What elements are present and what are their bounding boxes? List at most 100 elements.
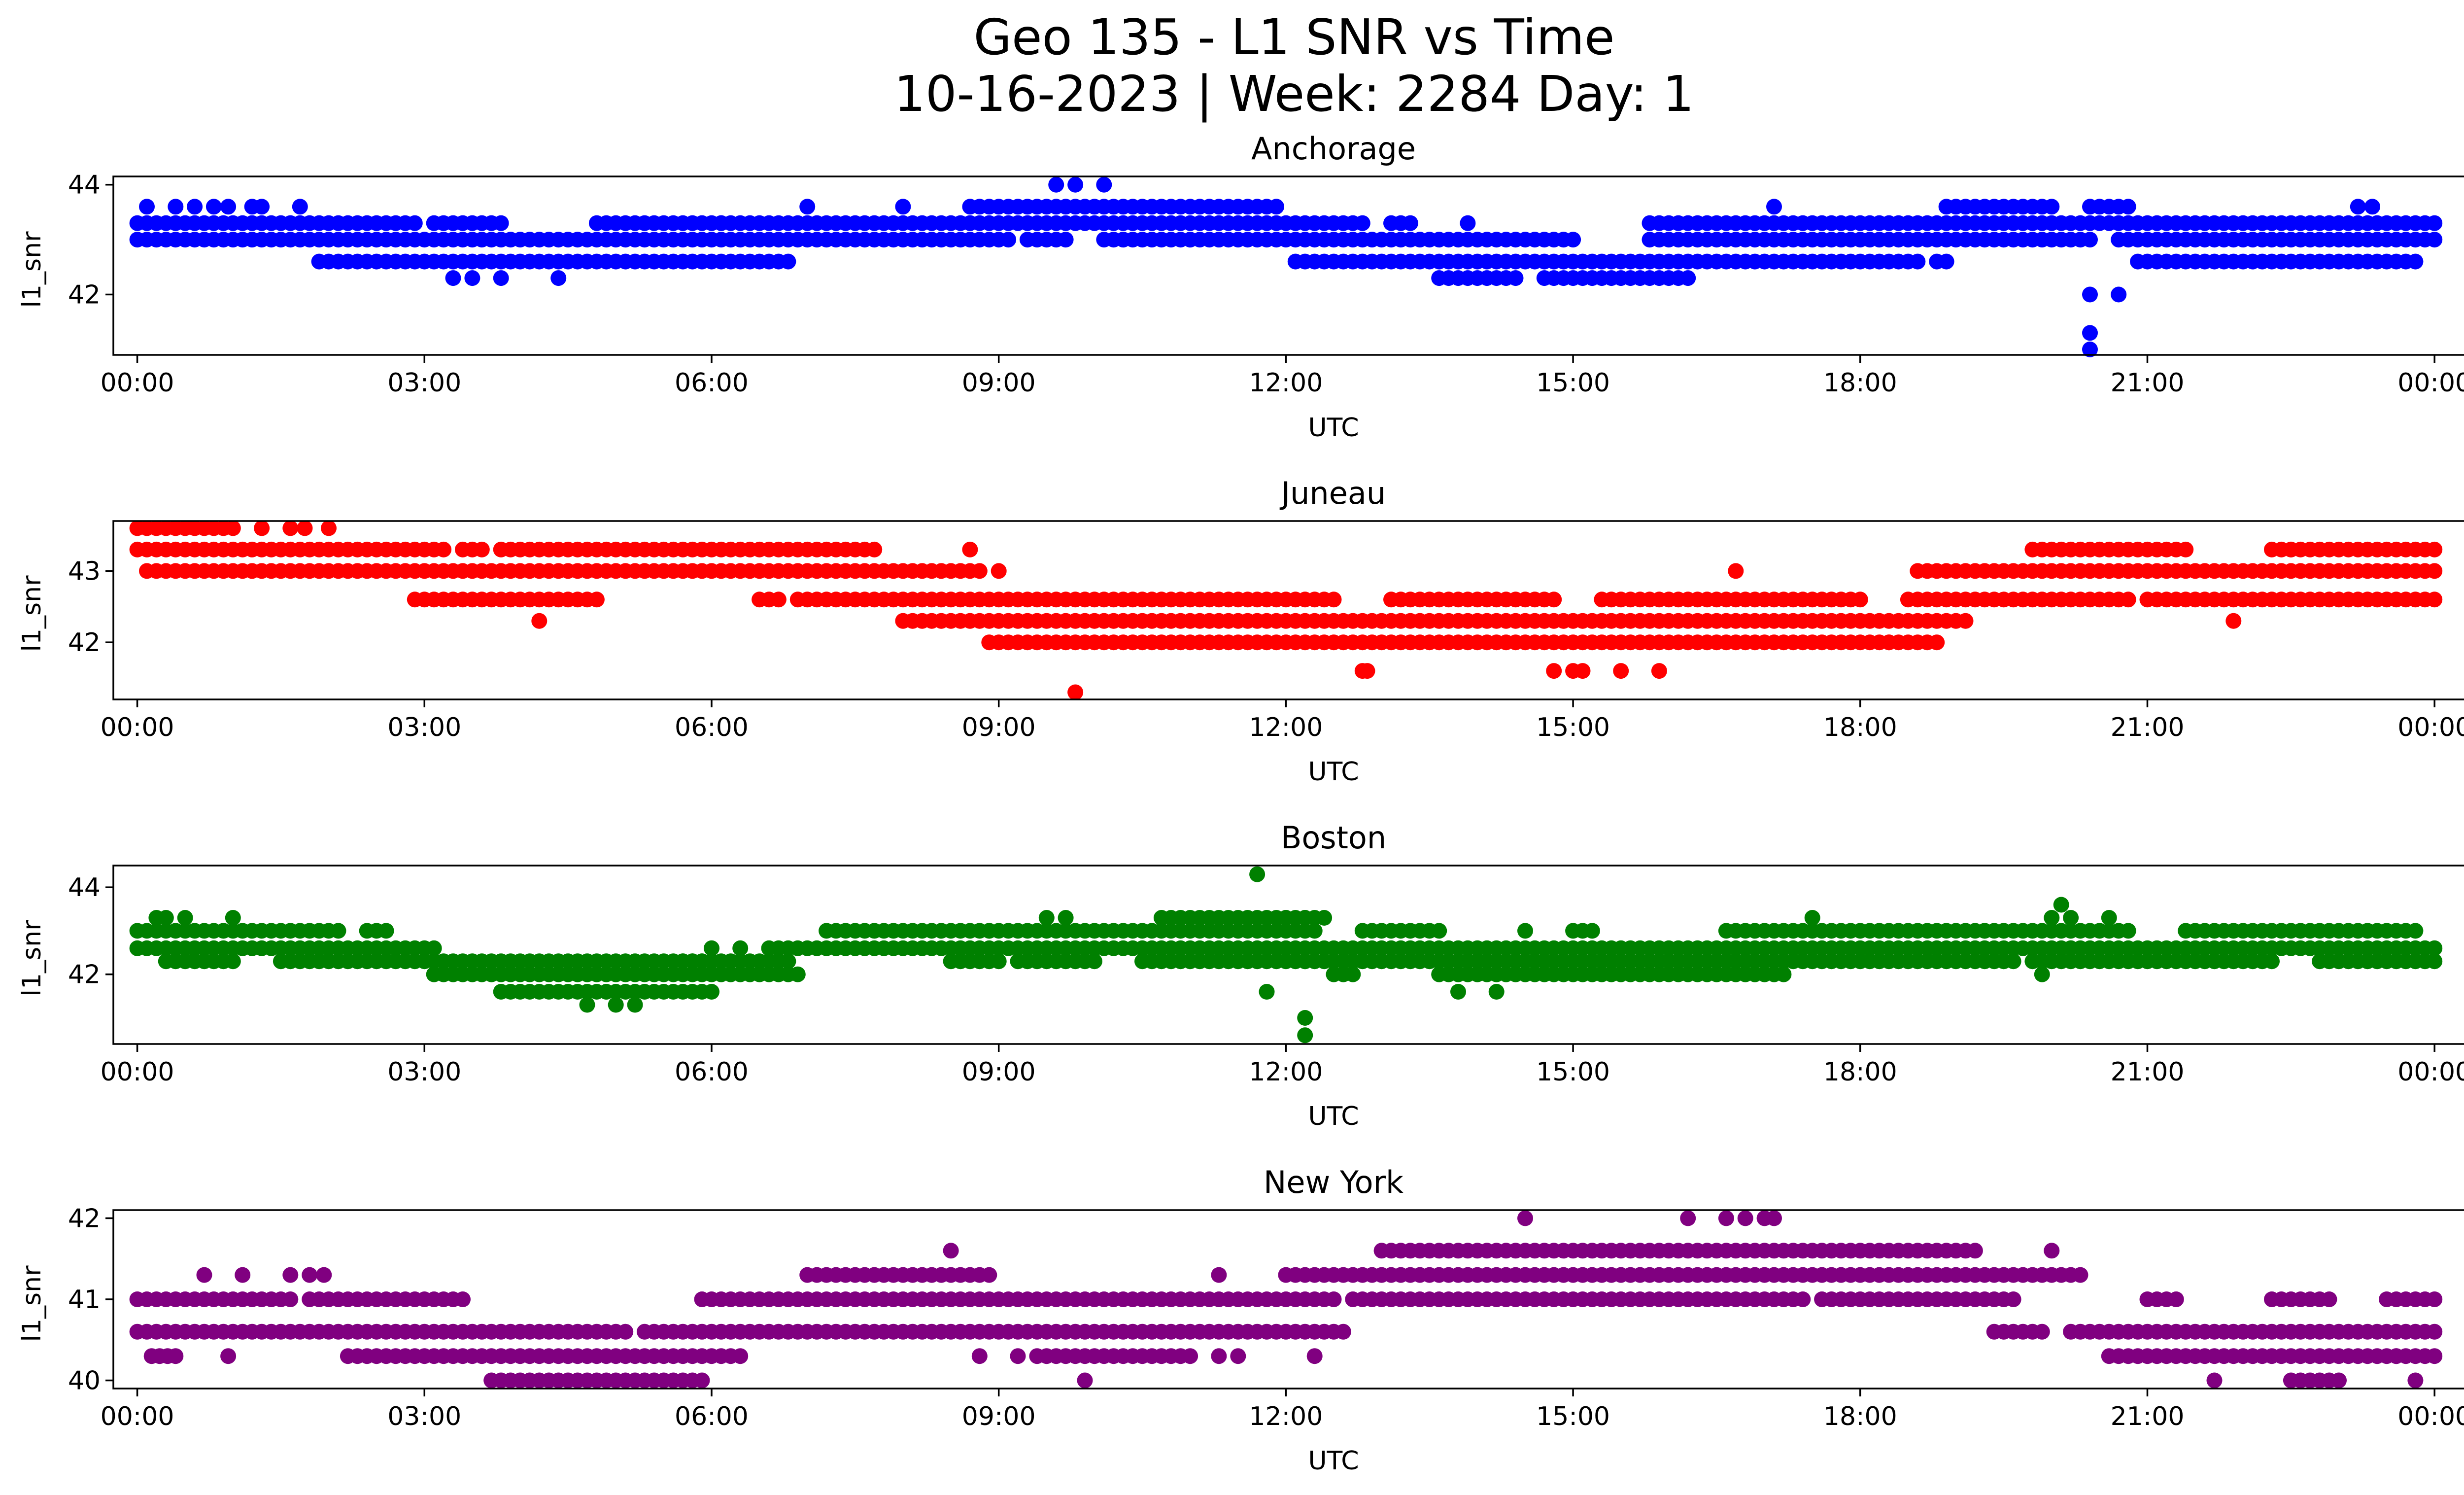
data-point xyxy=(962,541,978,557)
data-point xyxy=(2264,953,2280,970)
data-point xyxy=(1297,1010,1313,1026)
data-point xyxy=(991,563,1007,579)
data-point xyxy=(2101,910,2117,926)
x-tick-label: 12:00 xyxy=(1249,368,1323,398)
x-tick-label: 12:00 xyxy=(1249,1057,1323,1087)
data-point xyxy=(158,910,174,926)
subplot-new-york: New York UTC l1_snr xyxy=(17,1164,1403,1476)
y-tick-label: 43 xyxy=(68,556,101,586)
data-point xyxy=(971,1348,988,1364)
data-point xyxy=(493,270,509,286)
y-axis-label: l1_snr xyxy=(17,920,47,997)
data-point xyxy=(971,563,988,579)
data-point xyxy=(2120,591,2136,608)
data-point xyxy=(2044,1243,2060,1259)
data-point xyxy=(177,910,193,926)
data-point xyxy=(2427,940,2443,956)
data-point xyxy=(1354,215,1370,231)
x-tick-label: 15:00 xyxy=(1536,1057,1610,1087)
data-point xyxy=(2005,1291,2021,1307)
data-point xyxy=(1345,966,1361,982)
data-point xyxy=(1182,232,1198,248)
data-point xyxy=(732,1348,749,1364)
data-point xyxy=(799,199,816,215)
data-point xyxy=(2206,1372,2223,1389)
data-point xyxy=(991,953,1007,970)
data-point xyxy=(2427,215,2443,231)
y-axis-label: l1_snr xyxy=(17,231,47,308)
data-point xyxy=(2427,563,2443,579)
data-point xyxy=(168,1348,184,1364)
data-point xyxy=(617,1323,634,1340)
x-tick-label: 06:00 xyxy=(675,1402,749,1431)
x-tick-label: 06:00 xyxy=(675,1057,749,1087)
data-point xyxy=(1546,663,1562,679)
data-point xyxy=(445,270,461,286)
data-point xyxy=(2168,1291,2184,1307)
data-point xyxy=(895,613,911,629)
data-point xyxy=(1306,923,1323,939)
subplot-boston: Boston UTC l1_snr xyxy=(17,820,1386,1131)
data-point xyxy=(1517,923,1533,939)
data-point xyxy=(1517,1210,1533,1226)
x-tick-label: 09:00 xyxy=(962,1057,1036,1087)
data-point xyxy=(2044,910,2060,926)
x-tick-label: 00:00 xyxy=(101,1402,174,1431)
x-axis-label: UTC xyxy=(1308,413,1359,443)
data-point xyxy=(1938,253,1954,270)
data-point xyxy=(1957,613,1974,629)
x-tick-label: 00:00 xyxy=(101,1057,174,1087)
data-point xyxy=(1613,663,1629,679)
data-point xyxy=(292,199,308,215)
data-point xyxy=(1565,232,1581,248)
data-point xyxy=(780,253,796,270)
data-point xyxy=(704,984,719,1000)
data-point xyxy=(302,1267,318,1283)
y-tick-label: 42 xyxy=(68,280,101,310)
data-point xyxy=(321,520,337,536)
data-point xyxy=(1316,910,1333,926)
x-tick-label: 06:00 xyxy=(675,713,749,742)
data-point xyxy=(464,270,480,286)
data-point xyxy=(1249,866,1266,882)
x-tick-label: 03:00 xyxy=(387,368,461,398)
data-point xyxy=(1680,270,1696,286)
data-point xyxy=(588,591,605,608)
data-series xyxy=(129,520,2443,700)
data-point xyxy=(168,199,184,215)
axes-frame xyxy=(112,520,2464,700)
y-tick-label: 42 xyxy=(68,1204,101,1233)
data-point xyxy=(866,541,883,557)
x-tick-label: 18:00 xyxy=(1823,1057,1897,1087)
data-point xyxy=(2283,541,2299,557)
data-point xyxy=(1306,1348,1323,1364)
subplot-title: Boston xyxy=(1281,820,1386,856)
y-tick-label: 41 xyxy=(68,1285,101,1315)
data-point xyxy=(531,613,548,629)
subplot-axes: 00:00 03:00 06:00 09:00 12:00 15:00 18:00 21:00… xyxy=(68,520,2464,742)
x-tick-label: 15:00 xyxy=(1536,368,1610,398)
data-series xyxy=(129,866,2443,1043)
data-point xyxy=(2063,940,2079,956)
data-point xyxy=(2082,232,2098,248)
data-point xyxy=(1230,1348,1246,1364)
data-point xyxy=(579,997,595,1013)
data-point xyxy=(1680,1210,1696,1226)
data-point xyxy=(407,215,423,231)
data-point xyxy=(2350,199,2366,215)
x-tick-label: 00:00 xyxy=(2397,368,2464,398)
y-tick-label: 42 xyxy=(68,628,101,658)
y-tick-label: 44 xyxy=(68,171,101,200)
data-point xyxy=(943,1243,959,1259)
data-point xyxy=(2388,1348,2404,1364)
x-tick-label: 06:00 xyxy=(675,368,749,398)
x-axis-label: UTC xyxy=(1308,1446,1359,1476)
data-point xyxy=(225,953,241,970)
subplot-title: New York xyxy=(1264,1164,1403,1200)
data-point xyxy=(225,910,241,926)
data-point xyxy=(550,270,567,286)
data-point xyxy=(254,520,270,536)
subplot-juneau: Juneau UTC l1_snr xyxy=(17,475,1386,787)
data-point xyxy=(1881,634,1897,651)
